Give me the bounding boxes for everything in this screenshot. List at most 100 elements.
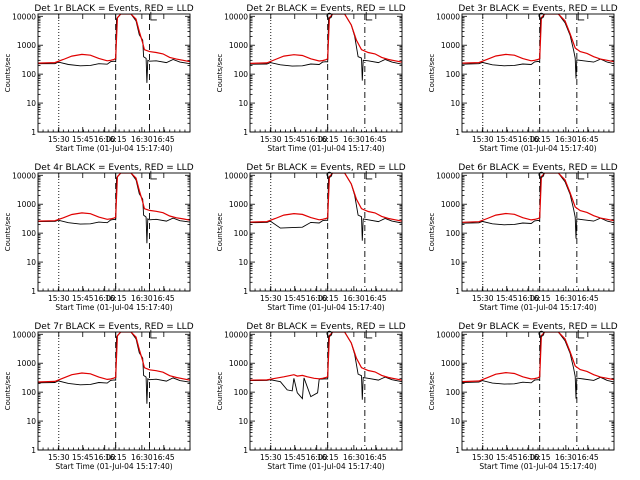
y-tick-label: 10000	[224, 12, 248, 21]
x-tick-label: 15:45	[284, 135, 306, 144]
y-tick-label: 100	[22, 388, 37, 397]
x-tick-label: 15:30	[472, 453, 494, 462]
panel-title: Det 9r BLACK = Events, RED = LLD	[458, 322, 617, 332]
y-axis-label: Counts/sec	[216, 372, 224, 411]
plot-frame	[37, 172, 191, 292]
y-tick-label: 1000	[229, 41, 248, 50]
events-series-line	[462, 332, 614, 399]
x-tick-label: 16:30	[555, 453, 577, 462]
y-axis-label: Counts/sec	[216, 213, 224, 252]
x-tick-label: 15:30	[260, 135, 282, 144]
y-axis-label: Counts/sec	[4, 372, 12, 411]
x-tick-label: 15:45	[72, 294, 94, 303]
y-axis-label: Counts/sec	[428, 54, 436, 93]
lld-series-line	[38, 332, 190, 383]
plot-area	[38, 14, 190, 132]
y-tick-label: 100	[446, 229, 461, 238]
plot-area	[38, 332, 190, 450]
y-tick-label: 1	[31, 287, 36, 296]
x-tick-label: 16:45	[365, 453, 387, 462]
x-tick-label: 15:45	[72, 453, 94, 462]
x-tick-label: 16:30	[343, 135, 365, 144]
x-axis-label: Start Time (01-Jul-04 15:17:40)	[479, 462, 596, 471]
bracket-marker	[365, 329, 373, 339]
plot-frame	[249, 172, 403, 292]
x-tick-label: 16:30	[343, 453, 365, 462]
flare-circle-marker	[538, 330, 545, 337]
flare-circle-marker	[326, 330, 333, 337]
flare-circle-marker	[538, 12, 545, 19]
lld-series-line	[250, 14, 402, 64]
events-series-line	[462, 173, 614, 239]
plot-area	[250, 14, 402, 132]
y-tick-label: 10000	[12, 12, 36, 21]
x-tick-label: 16:15	[105, 294, 127, 303]
y-tick-label: 10000	[12, 330, 36, 339]
events-series-line	[250, 14, 402, 81]
y-tick-label: 10000	[436, 171, 460, 180]
lld-series-line	[38, 173, 190, 222]
x-axis-label: Start Time (01-Jul-04 15:17:40)	[55, 144, 172, 153]
y-axis-label: Counts/sec	[428, 372, 436, 411]
y-tick-label: 10000	[12, 171, 36, 180]
y-tick-label: 100	[234, 388, 249, 397]
y-tick-label: 10000	[224, 330, 248, 339]
bracket-marker	[577, 170, 585, 180]
plot-frame	[37, 331, 191, 451]
y-tick-label: 10	[450, 99, 460, 108]
detector-panel: Det 8r BLACK = Events, RED = LLD 1 10 100 10…	[216, 322, 406, 471]
axes-ticks	[249, 173, 403, 292]
lld-series-line	[38, 14, 190, 64]
x-tick-label: 16:00	[94, 135, 116, 144]
panel-title: Det 3r BLACK = Events, RED = LLD	[458, 4, 617, 14]
detector-panel: Det 6r BLACK = Events, RED = LLD 1 10 100 10…	[428, 163, 618, 312]
x-tick-label: 16:30	[131, 135, 153, 144]
x-tick-label: 16:45	[153, 294, 175, 303]
x-axis-label: Start Time (01-Jul-04 15:17:40)	[479, 144, 596, 153]
x-tick-label: 16:45	[365, 135, 387, 144]
lld-series-line	[250, 332, 402, 381]
y-tick-label: 10	[450, 417, 460, 426]
x-axis-label: Start Time (01-Jul-04 15:17:40)	[267, 462, 384, 471]
events-series-line	[38, 332, 190, 404]
x-tick-label: 16:45	[577, 294, 599, 303]
bracket-marker	[150, 170, 157, 180]
x-tick-label: 15:45	[72, 135, 94, 144]
y-tick-label: 10000	[436, 12, 460, 21]
bracket-marker	[577, 329, 585, 339]
bracket-marker	[150, 11, 157, 21]
flare-circle-marker	[326, 171, 333, 178]
y-tick-label: 1	[243, 287, 248, 296]
x-tick-label: 15:45	[496, 453, 518, 462]
x-tick-label: 15:30	[260, 453, 282, 462]
x-tick-label: 16:30	[131, 294, 153, 303]
x-tick-label: 16:15	[529, 135, 551, 144]
x-axis-label: Start Time (01-Jul-04 15:17:40)	[267, 144, 384, 153]
plot-area	[250, 173, 402, 291]
lld-series-line	[250, 173, 402, 223]
y-tick-label: 10	[450, 258, 460, 267]
plot-area	[462, 332, 614, 450]
events-series-line	[250, 173, 402, 241]
bracket-marker	[365, 170, 373, 180]
x-tick-label: 16:15	[317, 294, 339, 303]
panel-title: Det 5r BLACK = Events, RED = LLD	[246, 163, 405, 173]
x-tick-label: 15:45	[496, 135, 518, 144]
panel-title: Det 8r BLACK = Events, RED = LLD	[246, 322, 405, 332]
x-tick-label: 16:45	[577, 453, 599, 462]
detector-panel: Det 9r BLACK = Events, RED = LLD 1 10 100 10…	[428, 322, 618, 471]
x-tick-label: 16:45	[153, 135, 175, 144]
x-axis-label: Start Time (01-Jul-04 15:17:40)	[55, 462, 172, 471]
x-tick-label: 16:00	[306, 135, 328, 144]
axes-ticks	[37, 332, 191, 451]
y-axis-label: Counts/sec	[4, 54, 12, 93]
plot-area	[38, 173, 190, 291]
axes-ticks	[461, 14, 615, 133]
x-tick-label: 16:00	[518, 135, 540, 144]
y-tick-label: 1	[31, 128, 36, 137]
events-series-line	[250, 332, 402, 400]
x-tick-label: 15:30	[472, 294, 494, 303]
y-tick-label: 1000	[229, 200, 248, 209]
y-tick-label: 1000	[229, 359, 248, 368]
y-tick-label: 10	[26, 99, 36, 108]
